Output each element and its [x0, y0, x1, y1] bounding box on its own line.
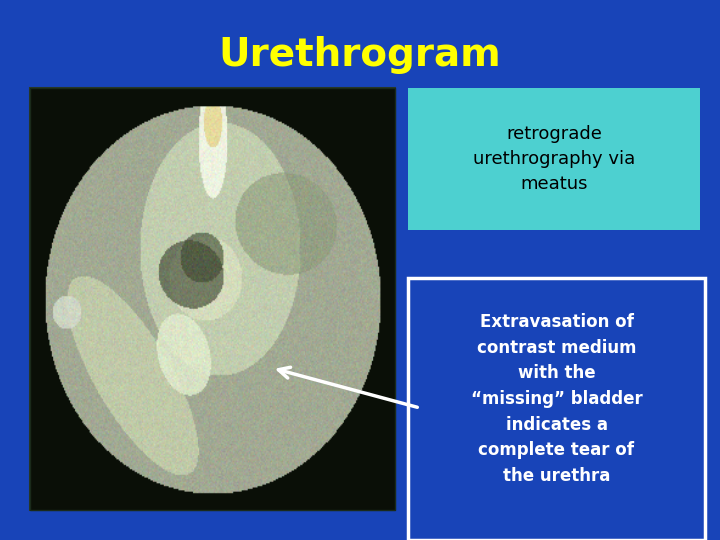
Text: Urethrogram: Urethrogram — [219, 36, 501, 74]
Bar — [30, 88, 395, 510]
Bar — [408, 278, 705, 540]
Text: retrograde
urethrography via
meatus: retrograde urethrography via meatus — [473, 125, 635, 193]
Bar — [30, 88, 395, 510]
Text: Extravasation of
contrast medium
with the
“missing” bladder
indicates a
complete: Extravasation of contrast medium with th… — [471, 313, 642, 485]
Bar — [408, 88, 700, 230]
